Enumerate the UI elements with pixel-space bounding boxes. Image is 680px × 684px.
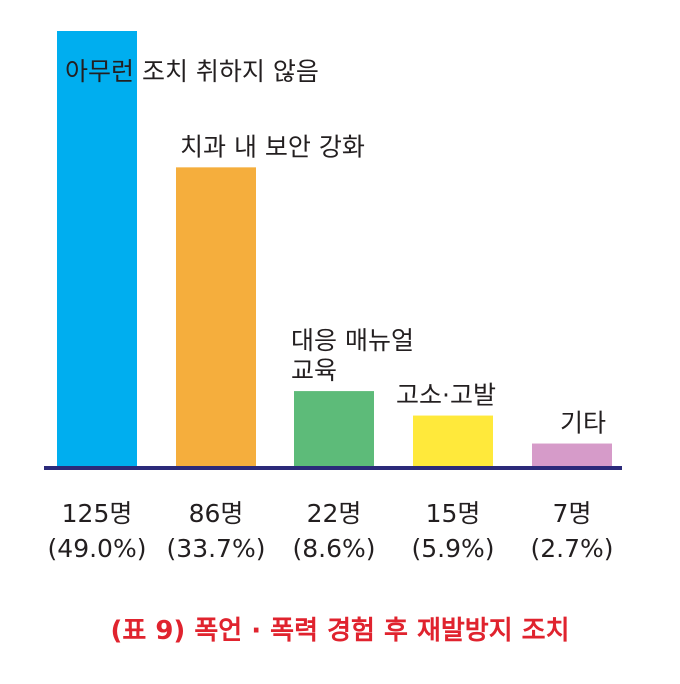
value-label: 125명	[62, 499, 133, 528]
percent-label: (5.9%)	[411, 534, 494, 563]
category-label: 고소·고발	[396, 381, 496, 410]
category-label: 치과 내 보안 강화	[180, 132, 365, 161]
percent-label: (33.7%)	[167, 534, 266, 563]
value-label: 86명	[189, 499, 244, 528]
category-label: 아무런 조치 취하지 않음	[65, 57, 319, 86]
percent-label: (2.7%)	[530, 534, 613, 563]
chart-title: (표 9) 폭언 · 폭력 경험 후 재발방지 조치	[110, 616, 570, 646]
category-label: 교육	[291, 356, 337, 385]
bar-chart: 아무런 조치 취하지 않음 125명 (49.0%) 치과 내 보안 강화 86명 (33…	[44, 31, 622, 563]
category-label: 기타	[560, 409, 606, 438]
value-label: 22명	[307, 499, 362, 528]
bar	[294, 391, 374, 468]
category-label: 대응 매뉴얼	[291, 326, 414, 355]
value-label: 7명	[553, 499, 592, 528]
bar	[57, 31, 137, 468]
percent-label: (8.6%)	[292, 534, 375, 563]
bar	[413, 415, 493, 468]
bar	[532, 443, 612, 468]
percent-label: (49.0%)	[48, 534, 147, 563]
value-label: 15명	[426, 499, 481, 528]
bar	[176, 167, 256, 468]
x-axis-line	[44, 466, 622, 470]
